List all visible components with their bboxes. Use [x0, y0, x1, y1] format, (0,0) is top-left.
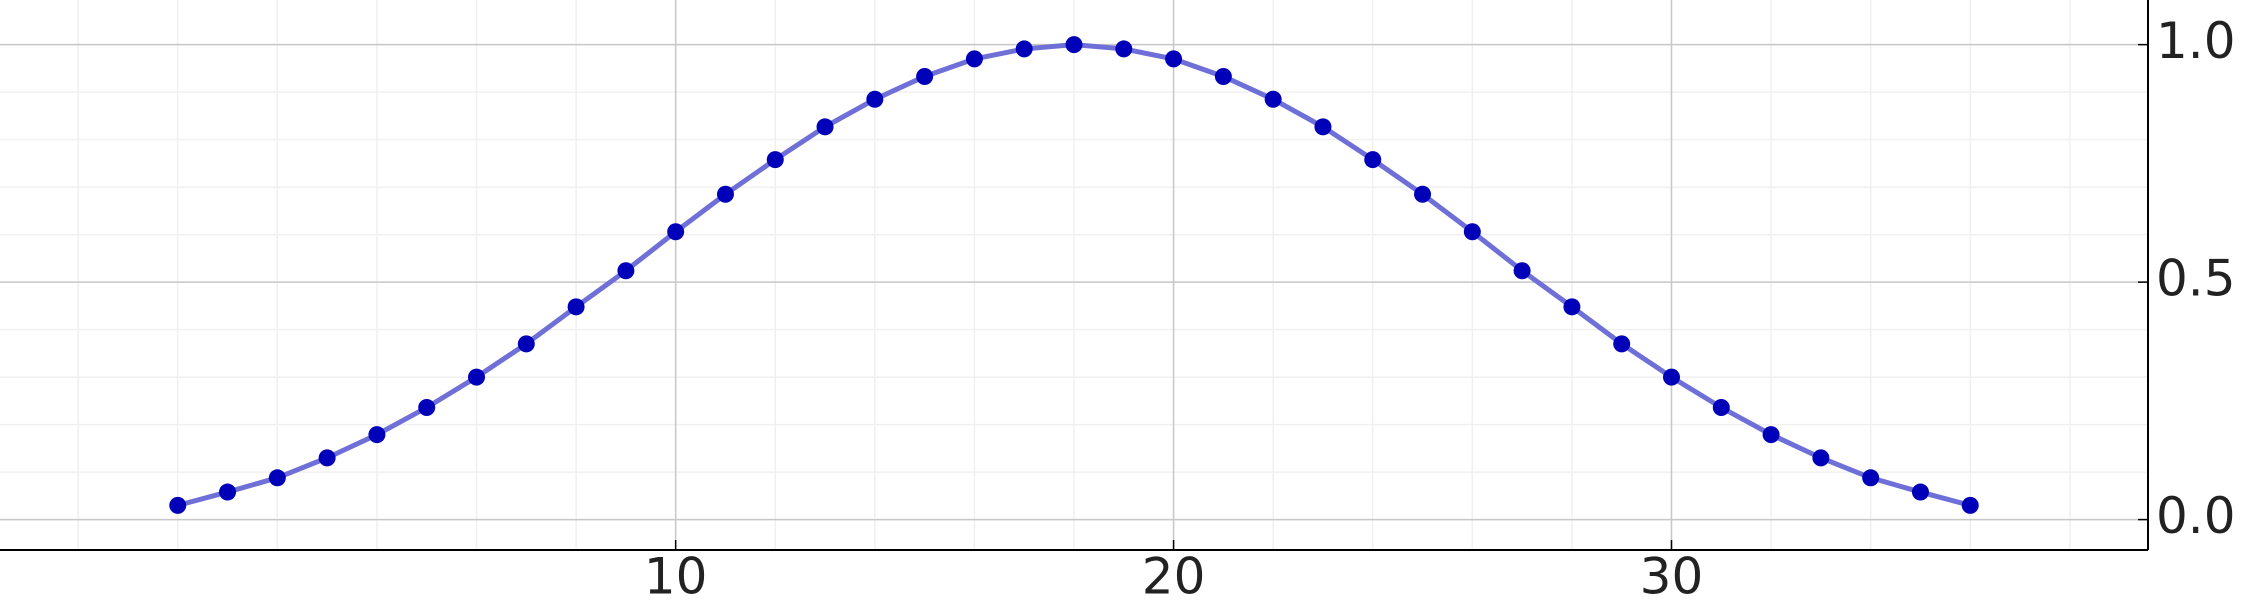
marker	[1712, 399, 1730, 417]
marker	[418, 399, 436, 417]
marker	[1214, 67, 1232, 85]
marker	[965, 50, 983, 68]
y-tick-label: 0.5	[2156, 250, 2236, 308]
x-tick-label: 10	[644, 548, 708, 600]
marker	[866, 90, 884, 108]
x-tick-label: 30	[1640, 548, 1704, 600]
x-tick-label: 20	[1142, 548, 1206, 600]
marker	[1364, 151, 1382, 169]
marker	[219, 483, 237, 501]
marker	[1115, 40, 1133, 58]
marker	[617, 262, 635, 280]
marker	[1463, 223, 1481, 241]
marker	[318, 449, 336, 467]
marker	[1812, 449, 1830, 467]
marker	[1314, 118, 1332, 136]
marker	[1613, 335, 1631, 353]
marker	[268, 469, 286, 487]
marker	[667, 223, 685, 241]
y-tick-label: 0.0	[2156, 487, 2236, 545]
marker	[1662, 368, 1680, 386]
marker	[1015, 40, 1033, 58]
marker	[1065, 36, 1083, 54]
marker	[517, 335, 535, 353]
marker	[1414, 185, 1432, 203]
marker	[1165, 50, 1183, 68]
marker	[716, 185, 734, 203]
marker	[567, 298, 585, 316]
y-tick-label: 1.0	[2156, 12, 2236, 70]
marker	[169, 496, 187, 514]
marker	[468, 368, 486, 386]
marker	[1513, 262, 1531, 280]
marker	[1563, 298, 1581, 316]
marker	[1762, 426, 1780, 444]
marker	[916, 67, 934, 85]
marker	[766, 151, 784, 169]
marker	[816, 118, 834, 136]
marker	[368, 426, 386, 444]
marker	[1911, 483, 1929, 501]
marker	[1961, 496, 1979, 514]
marker	[1264, 90, 1282, 108]
marker	[1862, 469, 1880, 487]
